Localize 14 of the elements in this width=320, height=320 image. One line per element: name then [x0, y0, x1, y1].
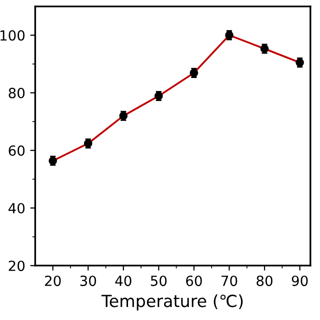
y-tick-label: 40	[8, 202, 25, 214]
x-tick-label: 40	[115, 276, 132, 286]
x-tick-label: 60	[186, 276, 202, 286]
y-tick-label: 60	[8, 145, 25, 156]
x-tick-label: 70	[222, 276, 238, 286]
x-tick-label: 90	[292, 276, 308, 286]
y-tick-label: 80	[8, 88, 25, 98]
y-tick-label: 20	[8, 260, 25, 272]
y-tick-label: 100	[0, 30, 25, 41]
x-tick-label: 20	[45, 276, 61, 286]
x-tick-label: 50	[150, 276, 167, 286]
x-axis-title: Temperature (℃)	[101, 294, 243, 310]
x-tick-label: 80	[256, 276, 272, 286]
x-tick-label: 30	[80, 276, 96, 286]
